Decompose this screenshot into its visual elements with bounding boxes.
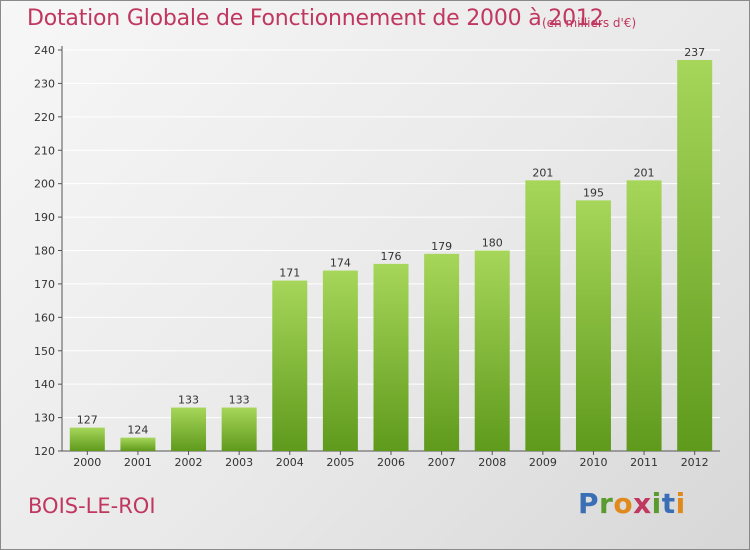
x-tick-label: 2011 [630,456,658,469]
bar[interactable] [474,250,510,452]
data-label: 201 [532,166,553,179]
y-tick-label: 180 [34,245,55,258]
bar[interactable] [322,270,358,451]
bar[interactable] [424,253,460,451]
x-tick-label: 2008 [478,456,506,469]
y-tick-label: 130 [34,412,55,425]
y-tick-label: 200 [34,178,55,191]
x-tick-label: 2010 [579,456,607,469]
y-tick-label: 160 [34,311,55,324]
data-label: 174 [330,257,351,270]
x-tick-label: 2007 [428,456,456,469]
bar[interactable] [171,407,207,451]
y-tick-label: 220 [34,111,55,124]
bar[interactable] [575,200,611,451]
data-label: 237 [684,46,705,59]
city-name: BOIS-LE-ROI [28,494,156,518]
data-label: 176 [381,250,402,263]
data-label: 133 [229,394,250,407]
bar[interactable] [626,180,662,451]
x-tick-label: 2005 [326,456,354,469]
bars [69,60,713,452]
data-label: 124 [127,424,148,437]
x-tick-label: 2006 [377,456,405,469]
bar[interactable] [272,280,308,451]
x-tick-label: 2003 [225,456,253,469]
bar[interactable] [373,263,409,451]
data-label: 195 [583,186,604,199]
data-label: 179 [431,240,452,253]
chart-title: Dotation Globale de Fonctionnement de 20… [27,6,604,31]
y-tick-label: 150 [34,345,55,358]
chart-unit: (en milliers d'€) [542,16,637,30]
x-tick-label: 2012 [681,456,709,469]
x-tick-label: 2000 [73,456,101,469]
y-tick-label: 140 [34,378,55,391]
y-tick-label: 120 [34,445,55,458]
data-label: 133 [178,394,199,407]
labels: 120 130 140 150 160 170 180 190 200 210 220 230 240 1… [34,44,709,469]
y-tick-label: 210 [34,144,55,157]
data-label: 127 [77,414,98,427]
data-label: 171 [279,267,300,280]
bar[interactable] [69,427,105,451]
bar[interactable] [677,60,713,452]
x-tick-label: 2001 [124,456,152,469]
data-label: 180 [482,237,503,250]
proxiti-logo[interactable]: Proxiti [578,487,686,520]
y-tick-label: 170 [34,278,55,291]
bar[interactable] [525,180,561,451]
data-label: 201 [634,166,655,179]
x-tick-label: 2009 [529,456,557,469]
y-tick-label: 190 [34,211,55,224]
y-tick-label: 230 [34,77,55,90]
x-tick-label: 2004 [276,456,304,469]
x-tick-label: 2002 [175,456,203,469]
y-tick-label: 240 [34,44,55,57]
bar[interactable] [120,437,156,451]
bar[interactable] [221,407,257,451]
